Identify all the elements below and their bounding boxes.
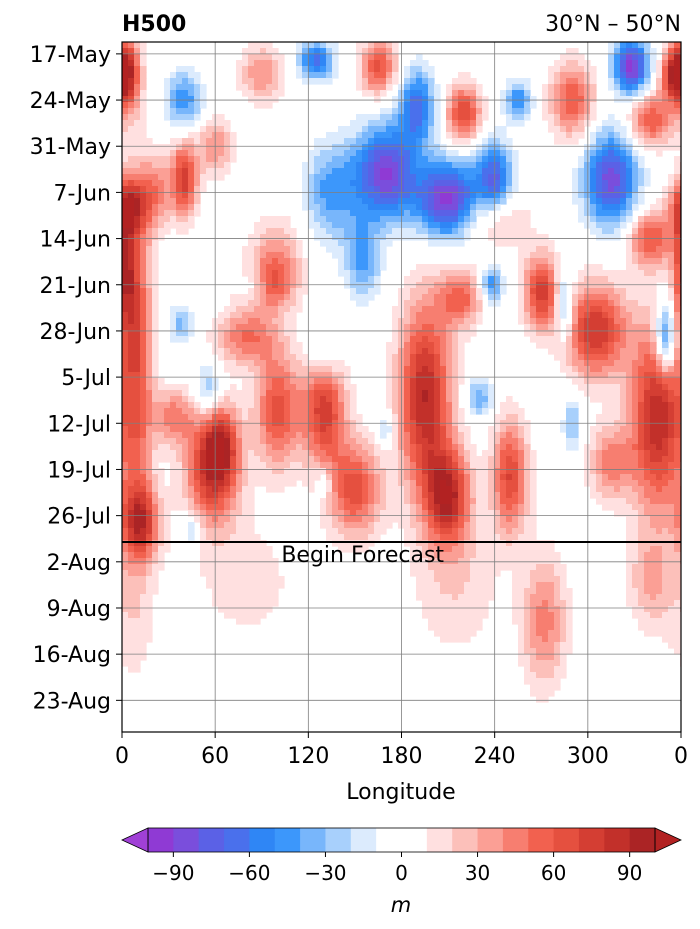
y-tick-label: 24-May: [30, 89, 111, 114]
y-axis: 17-May 24-May 31-May 7-Jun 14-Jun 21-Jun 28-Ju…: [30, 43, 122, 714]
y-tick-label: 19-Jul: [47, 458, 111, 483]
y-tick-label: 7-Jun: [53, 181, 111, 206]
x-axis-label: Longitude: [346, 780, 455, 805]
colorbar-segment: [477, 828, 504, 852]
chart-title-left: H500: [122, 12, 186, 37]
colorbar-segment: [325, 828, 352, 852]
y-tick-label: 12-Jul: [47, 412, 111, 437]
colorbar-segment: [629, 828, 656, 852]
colorbar-segment: [553, 828, 580, 852]
colorbar-tick-label: −30: [304, 861, 346, 885]
colorbar-segment: [350, 828, 377, 852]
colorbar-extend-low: [121, 827, 149, 853]
colorbar: −90 −60 −30 0 30 60 90: [121, 827, 682, 885]
colorbar-segment: [300, 828, 326, 852]
colorbar-segment: [502, 828, 529, 852]
colorbar-segment: [224, 828, 250, 852]
colorbar-segment: [528, 828, 555, 852]
x-tick-label: 240: [474, 744, 516, 769]
y-tick-label: 21-Jun: [39, 274, 111, 299]
begin-forecast-annotation: Begin Forecast: [281, 543, 444, 568]
chart-title-right: 30°N – 50°N: [545, 12, 681, 37]
y-tick-label: 16-Aug: [33, 643, 111, 668]
y-tick-label: 14-Jun: [39, 228, 111, 253]
colorbar-segment: [249, 828, 276, 852]
colorbar-tick-label: 60: [541, 861, 566, 885]
colorbar-segment: [274, 828, 301, 852]
colorbar-tick-label: 90: [617, 861, 642, 885]
colorbar-segment: [376, 828, 428, 852]
colorbar-segment: [604, 828, 631, 852]
colorbar-tick-label: 30: [465, 861, 490, 885]
colorbar-extend-high: [654, 827, 682, 853]
y-tick-label: 23-Aug: [33, 689, 111, 714]
contour-field: [122, 42, 681, 703]
colorbar-tick-label: −90: [152, 861, 194, 885]
x-tick-label: 300: [567, 744, 609, 769]
colorbar-segment: [578, 828, 605, 852]
colorbar-segment: [148, 828, 174, 852]
y-tick-label: 17-May: [30, 43, 111, 68]
x-tick-label: 60: [201, 744, 229, 769]
colorbar-segment: [426, 828, 453, 852]
x-tick-label: 180: [381, 744, 423, 769]
y-tick-label: 9-Aug: [47, 597, 111, 622]
y-tick-label: 26-Jul: [47, 505, 111, 530]
x-tick-label: 120: [287, 744, 329, 769]
colorbar-segment: [198, 828, 225, 852]
grid-lines: [122, 42, 681, 732]
y-tick-label: 31-May: [30, 135, 111, 160]
x-tick-label: 0: [115, 744, 129, 769]
x-axis: 0 60 120 180 240 300 0: [115, 732, 688, 769]
y-tick-label: 5-Jul: [61, 366, 111, 391]
colorbar-tick-label: −60: [228, 861, 270, 885]
colorbar-segment: [173, 828, 200, 852]
colorbar-tick-label: 0: [395, 861, 408, 885]
x-tick-label: 0: [674, 744, 688, 769]
y-tick-label: 28-Jun: [39, 320, 111, 345]
colorbar-segment: [452, 828, 479, 852]
colorbar-unit-label: m: [391, 893, 411, 917]
y-tick-label: 2-Aug: [47, 551, 111, 576]
